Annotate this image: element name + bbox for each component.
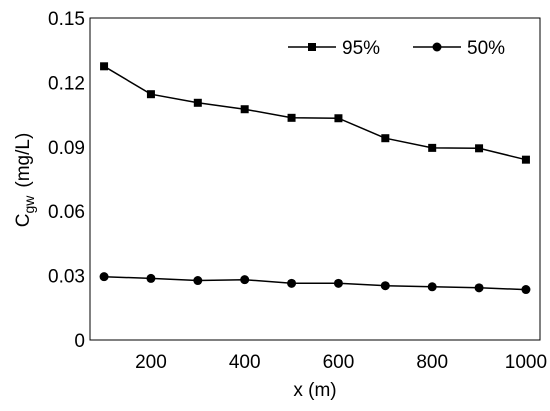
data-point-square [475, 144, 484, 153]
data-point-circle [333, 278, 343, 288]
y-axis-title-unit: (mg/L) [13, 133, 34, 188]
x-tick-label: 1000 [505, 352, 547, 373]
data-point-square [521, 155, 530, 164]
legend-square-marker [308, 43, 316, 51]
series-line [104, 275, 526, 291]
series-line [103, 65, 527, 161]
legend-circle-marker [432, 42, 442, 52]
y-tick-label: 0.06 [48, 202, 85, 223]
series-layer [99, 62, 531, 295]
series-50 [99, 272, 531, 295]
x-axis-title: x (m) [293, 380, 336, 401]
data-point-circle [427, 282, 437, 292]
y-tick-label: 0.09 [48, 138, 85, 159]
data-point-circle [146, 273, 156, 283]
data-point-square [100, 62, 109, 71]
legend-item-95: 95% [288, 38, 380, 59]
legend-label-95: 95% [342, 38, 380, 59]
y-axis-title-main: C [13, 214, 34, 228]
data-point-square [193, 98, 202, 107]
data-point-square [287, 113, 296, 122]
x-tick-labels: 200 400 600 800 1000 [135, 352, 547, 373]
y-axis-title-sub: gw [21, 195, 37, 214]
y-tick-label: 0.12 [48, 73, 85, 94]
data-point-square [240, 105, 249, 114]
x-tick-label: 600 [323, 352, 355, 373]
data-point-circle [474, 283, 484, 293]
data-point-circle [287, 278, 297, 288]
legend: 95% 50% [288, 38, 505, 59]
data-point-square [428, 143, 437, 152]
data-point-circle [521, 285, 531, 295]
data-point-circle [193, 276, 203, 286]
plot-frame [89, 17, 541, 341]
data-point-circle [240, 275, 250, 285]
x-tick-label: 800 [416, 352, 448, 373]
y-axis-title: Cgw (mg/L) [13, 133, 37, 228]
x-tick-label: 400 [229, 352, 261, 373]
data-point-square [381, 134, 390, 143]
y-tick-label: 0 [74, 331, 85, 352]
y-tick-label: 0.03 [48, 267, 85, 288]
data-point-square [334, 114, 343, 123]
y-tick-labels: 0 0.03 0.06 0.09 0.12 0.15 [48, 9, 85, 352]
data-point-circle [380, 281, 390, 291]
legend-label-50: 50% [467, 38, 505, 59]
y-tick-label: 0.15 [48, 9, 85, 30]
series-95 [100, 62, 530, 164]
data-point-square [146, 90, 155, 99]
data-point-circle [99, 272, 109, 282]
x-tick-label: 200 [135, 352, 167, 373]
legend-item-50: 50% [413, 38, 505, 59]
